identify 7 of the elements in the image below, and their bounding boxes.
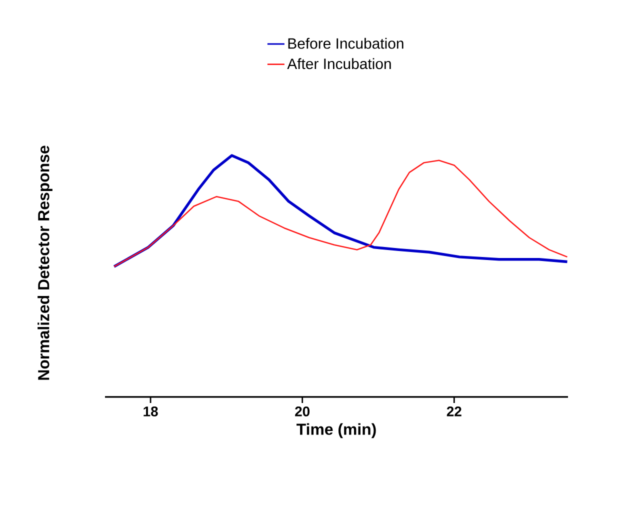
- x-tick-label: 18: [144, 406, 158, 416]
- legend-label: Before Incubation: [288, 38, 404, 49]
- x-tick-label: 22: [446, 406, 462, 416]
- legend-label: After Incubation: [287, 58, 391, 70]
- x-tick-label: 20: [295, 406, 310, 416]
- y-axis-title: Normalized Detector Response: [38, 146, 52, 380]
- x-axis-title: Time (min): [296, 423, 376, 438]
